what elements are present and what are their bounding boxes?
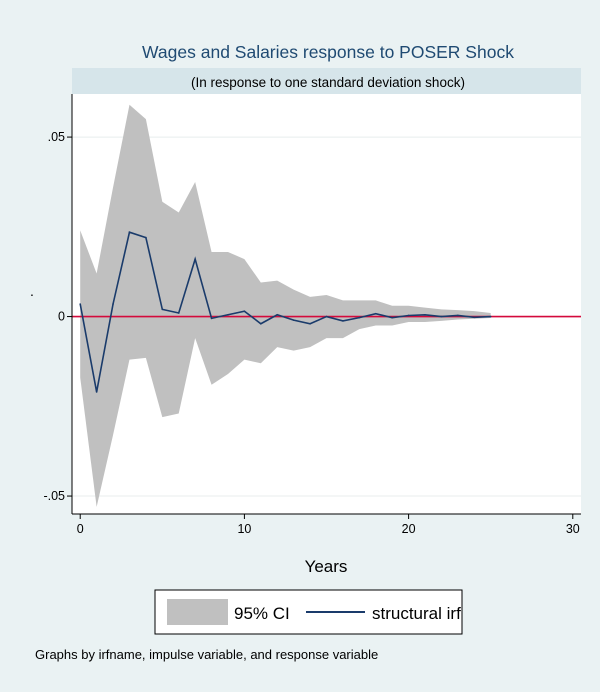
y-tick-label-2: .05 xyxy=(48,130,65,144)
irf-point-16 xyxy=(342,320,344,322)
x-tick-label-0: 0 xyxy=(77,522,84,536)
irf-point-15 xyxy=(325,315,328,318)
subtitle-strip xyxy=(72,68,581,94)
irf-point-22 xyxy=(440,315,443,318)
y-ticks: -.05 0 .05 xyxy=(43,130,72,503)
irf-point-1 xyxy=(95,391,98,393)
irf-point-13 xyxy=(292,319,295,321)
irf-point-6 xyxy=(177,312,180,314)
irf-point-17 xyxy=(358,316,361,319)
irf-point-21 xyxy=(424,313,426,316)
irf-point-9 xyxy=(227,313,229,316)
graph-note: Graphs by irfname, impulse variable, and… xyxy=(35,647,378,662)
y-tick-label-1: 0 xyxy=(58,310,65,324)
irf-point-7 xyxy=(194,258,196,260)
irf-point-24 xyxy=(473,316,476,319)
irf-point-20 xyxy=(407,314,410,317)
irf-point-11 xyxy=(260,322,262,325)
chart-subtitle: (In response to one standard deviation s… xyxy=(191,75,465,90)
y-tick-label-0: -.05 xyxy=(43,489,65,503)
x-axis-label: Years xyxy=(305,557,348,576)
irf-point-23 xyxy=(457,314,459,317)
legend-label-ci: 95% CI xyxy=(234,604,290,623)
x-tick-label-1: 10 xyxy=(237,522,251,536)
irf-point-3 xyxy=(128,231,131,234)
x-tick-label-2: 20 xyxy=(402,522,416,536)
ci-band xyxy=(80,104,491,507)
irf-point-8 xyxy=(210,317,213,320)
legend-label-irf: structural irf xyxy=(372,604,461,623)
irf-point-2 xyxy=(112,303,114,305)
irf-point-0 xyxy=(79,303,82,305)
x-tick-label-3: 30 xyxy=(566,522,580,536)
y-axis-label: . xyxy=(30,283,34,299)
irf-points xyxy=(79,231,492,393)
irf-point-25 xyxy=(489,315,492,318)
irf-point-14 xyxy=(309,322,311,325)
irf-line xyxy=(79,231,491,393)
chart-title: Wages and Salaries response to POSER Sho… xyxy=(142,42,514,62)
irf-point-10 xyxy=(243,310,246,312)
irf-point-18 xyxy=(374,312,377,315)
x-ticks: 0 10 20 30 xyxy=(77,514,580,536)
irf-point-12 xyxy=(276,313,279,316)
legend: 95% CI structural irf xyxy=(154,589,463,635)
irf-point-5 xyxy=(161,308,164,311)
legend-swatch-ci xyxy=(167,599,228,625)
irf-point-4 xyxy=(145,236,147,239)
irf-point-19 xyxy=(391,316,393,319)
